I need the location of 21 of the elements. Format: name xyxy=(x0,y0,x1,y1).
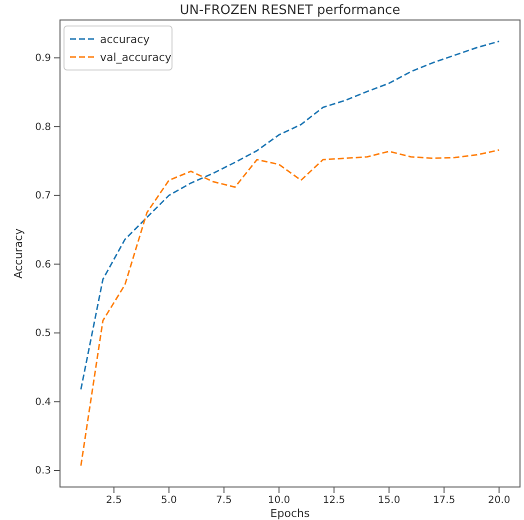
x-tick-label: 12.5 xyxy=(322,495,346,506)
legend-label: val_accuracy xyxy=(100,51,172,64)
x-tick-label: 17.5 xyxy=(432,495,456,506)
x-tick-label: 5.0 xyxy=(160,495,177,506)
y-tick-label: 0.4 xyxy=(35,396,51,408)
y-tick-label: 0.5 xyxy=(35,328,51,340)
legend-label: accuracy xyxy=(100,33,150,46)
x-tick-label: 20.0 xyxy=(488,495,510,506)
x-tick-label: 10.0 xyxy=(268,495,290,506)
x-tick-label: 2.5 xyxy=(106,495,122,506)
x-axis-title: Epochs xyxy=(270,507,310,520)
y-tick-label: 0.8 xyxy=(35,122,51,133)
y-tick-label: 0.7 xyxy=(35,190,51,202)
line-series xyxy=(80,149,500,466)
y-tick-label: 0.3 xyxy=(35,466,51,477)
y-tick-label: 0.6 xyxy=(35,259,51,270)
y-tick-label: 0.9 xyxy=(35,53,51,64)
x-tick-label: 15.0 xyxy=(378,495,400,506)
y-axis-title: Accuracy xyxy=(12,228,25,279)
x-tick-label: 7.5 xyxy=(216,495,232,506)
chart-title: UN-FROZEN RESNET performance xyxy=(180,3,400,18)
